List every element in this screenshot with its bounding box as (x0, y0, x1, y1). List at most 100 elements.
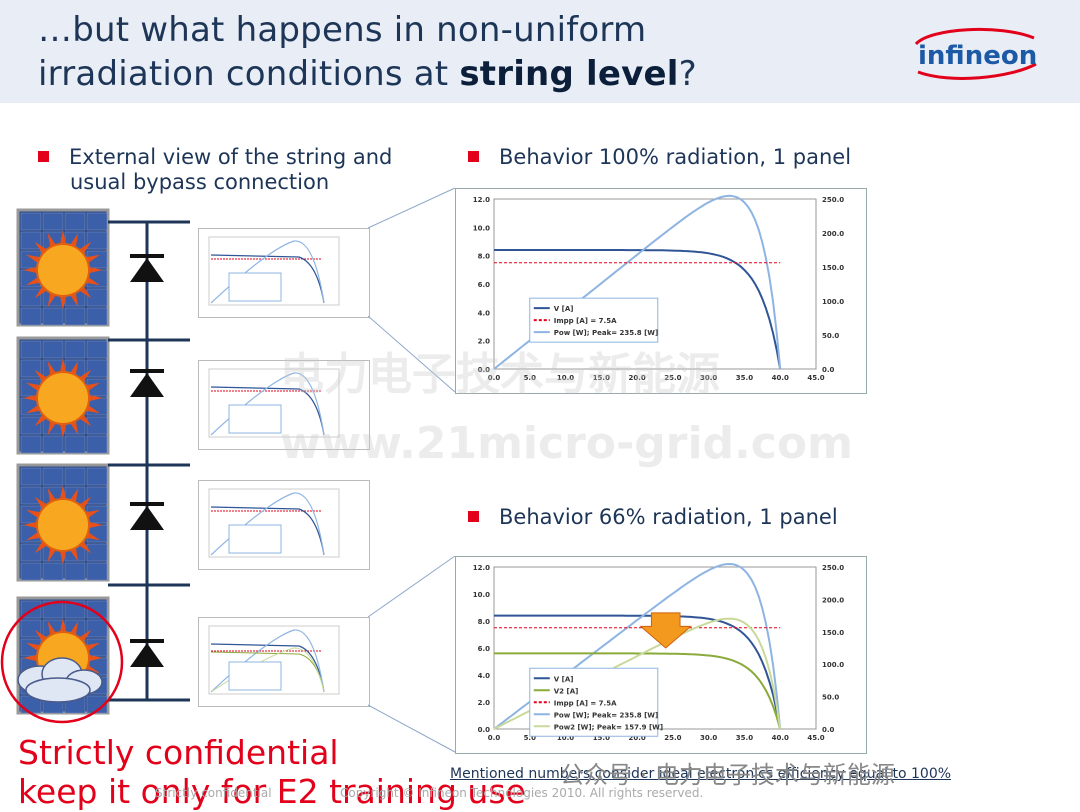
legend-label: Pow2 [W]; Peak= 157.9 [W] (554, 723, 663, 731)
y2-tick-label: 100.0 (822, 661, 844, 669)
bullet-string-view-line2: usual bypass connection (70, 170, 330, 194)
mini-legend (228, 404, 282, 434)
mini-legend (228, 272, 282, 302)
y2-tick-label: 0.0 (822, 366, 835, 374)
watermark-cn: 电力电子技术与新能源 (280, 349, 720, 400)
y-tick-label: 8.0 (478, 618, 491, 626)
chart-100-radiation: 0.0 2.0 4.0 6.0 8.0 10.0 12.0 0.0 50.0 100.0 150.0… (455, 188, 867, 394)
sun-icon (23, 485, 103, 565)
mini-plot-frame (208, 368, 340, 438)
string-diagram (16, 208, 190, 715)
series-current-2 (494, 652, 782, 730)
x-tick-label: 20.0 (628, 734, 645, 742)
y-tick-label: 4.0 (478, 309, 491, 317)
cloud-icon (17, 657, 103, 703)
series-current (494, 614, 782, 730)
bypass-diode-icon (130, 254, 164, 282)
legend-label: Pow [W]; Peak= 235.8 [W] (554, 711, 658, 719)
y-tick-label: 2.0 (478, 338, 491, 346)
y-tick-label: 4.0 (478, 672, 491, 680)
bullet-square-icon (468, 151, 479, 162)
x-tick-label: 5.0 (524, 734, 537, 742)
thumb-chart-panel-3 (198, 480, 370, 570)
x-tick-label: 10.0 (557, 734, 574, 742)
y2-tick-label: 200.0 (822, 230, 844, 238)
watermark-url: www.21micro-grid.com (280, 418, 853, 469)
infineon-logo: infineon (914, 27, 1037, 80)
thumb-chart-panel-4 (198, 617, 370, 707)
y2-tick-label: 150.0 (822, 629, 844, 637)
bullet-square-icon (468, 511, 479, 522)
solar-panel-icon (16, 463, 110, 582)
x-tick-label: 35.0 (736, 734, 753, 742)
solar-panel-icon (16, 336, 110, 455)
x-tick-label: 15.0 (593, 734, 610, 742)
wechat-watermark: 公众号 · 电力电子技术与新能源 (560, 761, 895, 789)
mini-plot-frame (208, 625, 340, 695)
bullet-square-icon (38, 151, 49, 162)
decrease-arrow-icon (639, 612, 693, 649)
y-tick-label: 10.0 (473, 224, 490, 232)
y-tick-label: 0.0 (478, 366, 491, 374)
legend-label: Impp [A] = 7.5A (554, 699, 617, 707)
thumb-chart-panel-2 (198, 360, 370, 450)
footer-confidential: Strictly confidential (155, 786, 272, 800)
plot-area (493, 198, 817, 370)
bypass-diode-icon (130, 639, 164, 667)
mini-plot-frame (208, 236, 340, 306)
x-tick-label: 0.0 (488, 374, 501, 382)
y-tick-label: 0.0 (478, 726, 491, 734)
bullet-behavior-66: Behavior 66% radiation, 1 panel (468, 504, 838, 530)
efficiency-note: Mentioned numbers consider ideal electro… (450, 766, 952, 782)
bullet-string-view: External view of the string and (38, 144, 392, 170)
mini-plot-frame (208, 488, 340, 558)
series-current (494, 249, 782, 370)
y-tick-label: 12.0 (473, 564, 490, 572)
sun-icon (23, 230, 103, 310)
chart-66-radiation: 0.0 2.0 4.0 6.0 8.0 10.0 12.0 0.0 50.0 100.0 150.0… (455, 556, 867, 754)
chart-legend: V [A] Impp [A] = 7.5A Pow [W]; Peak= 235.8… (529, 297, 659, 343)
x-tick-label: 35.0 (736, 374, 753, 382)
y-tick-label: 10.0 (473, 591, 490, 599)
x-tick-label: 40.0 (772, 734, 789, 742)
bypass-diode-icon (130, 369, 164, 397)
title-line-1: …but what happens in non-uniform (38, 10, 647, 50)
legend-label: V [A] (554, 675, 574, 683)
y-tick-label: 8.0 (478, 253, 491, 261)
x-tick-label: 20.0 (628, 374, 645, 382)
page-title: …but what happens in non-uniform irradia… (38, 8, 697, 96)
confidential-line-2: keep it only for E2 training use (18, 772, 526, 811)
bypass-diode-icon (130, 502, 164, 530)
x-tick-label: 45.0 (807, 734, 824, 742)
y-tick-label: 12.0 (473, 196, 490, 204)
y2-tick-label: 250.0 (822, 196, 844, 204)
sun-icon (23, 358, 103, 438)
mini-legend (228, 524, 282, 554)
legend-label: Pow [W]; Peak= 235.8 [W] (554, 329, 658, 337)
x-tick-label: 25.0 (664, 374, 681, 382)
y-tick-label: 6.0 (478, 281, 491, 289)
y2-tick-label: 150.0 (822, 264, 844, 272)
x-tick-label: 30.0 (700, 734, 717, 742)
legend-label: V [A] (554, 305, 574, 313)
x-tick-label: 15.0 (593, 374, 610, 382)
y2-tick-label: 200.0 (822, 596, 844, 604)
footer-copyright: Copyright © Infineon Technologies 2010. … (340, 786, 704, 800)
legend-label: V2 [A] (554, 687, 579, 695)
y2-tick-label: 50.0 (822, 694, 839, 702)
svg-text:infineon: infineon (918, 41, 1037, 71)
x-tick-label: 45.0 (807, 374, 824, 382)
x-tick-label: 10.0 (557, 374, 574, 382)
bullet-behavior-100: Behavior 100% radiation, 1 panel (468, 144, 851, 170)
title-line-2: irradiation conditions at string level? (38, 54, 697, 94)
x-tick-label: 40.0 (772, 374, 789, 382)
y2-tick-label: 100.0 (822, 298, 844, 306)
legend-label: Impp [A] = 7.5A (554, 317, 617, 325)
mini-legend (228, 661, 282, 691)
chart-legend: V [A] V2 [A] Impp [A] = 7.5A Pow [W]; Peak=… (529, 667, 663, 737)
y2-tick-label: 250.0 (822, 564, 844, 572)
y-tick-label: 6.0 (478, 645, 491, 653)
header-bar (0, 0, 1080, 103)
x-tick-label: 0.0 (488, 734, 501, 742)
